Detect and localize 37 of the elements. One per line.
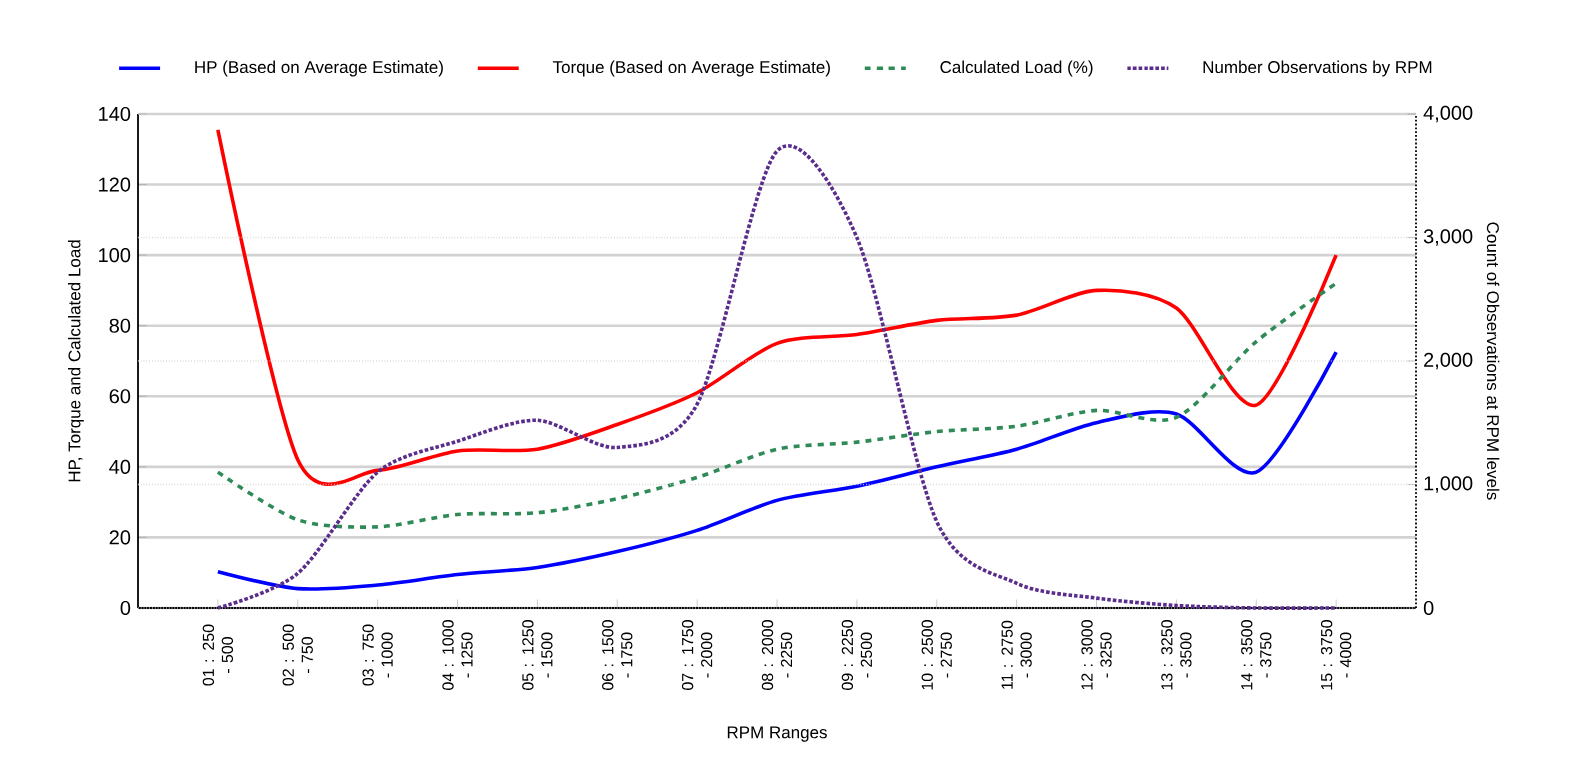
- x-tick-label: 04 : 1000 - 1250: [442, 620, 473, 691]
- x-tick-label: 02 : 500 - 750: [282, 624, 313, 686]
- x-tick-label: 11 : 2750 - 3000: [1001, 620, 1032, 689]
- x-tick-label: 12 : 3000 - 3250: [1081, 620, 1112, 690]
- y-tick-label: 40: [109, 459, 131, 474]
- y2-tick-label: 3,000: [1423, 229, 1473, 246]
- legend-label: Torque (Based on Average Estimate): [552, 60, 830, 77]
- x-tick-label: 09 : 2250 - 2500: [841, 620, 873, 691]
- x-tick-label: 06 : 1500 - 1750: [602, 620, 633, 691]
- line-series: [216, 281, 1338, 529]
- y2-tick-label: 1,000: [1424, 476, 1473, 493]
- x-axis-title: RPM Ranges: [727, 726, 827, 742]
- x-tick-label: 15 : 3750 - 4000: [1320, 620, 1352, 690]
- y-tick-label: 60: [109, 389, 131, 404]
- x-tick-label: 05 : 1250 - 1500: [522, 620, 553, 691]
- y-axis-title: HP, Torque and Calculated Load: [67, 240, 84, 482]
- x-tick-label: 13 : 3250 - 3500: [1161, 620, 1192, 690]
- y2-axis-title: Count of Observations at RPM levels: [1486, 222, 1500, 500]
- legend-label: Number Observations by RPM: [1203, 60, 1432, 77]
- y2-tick-label: 4,000: [1423, 105, 1473, 123]
- x-tick-label: 07 : 1750 - 2000: [681, 620, 713, 691]
- y2-tick-label: 2,000: [1424, 352, 1473, 370]
- legend-label: Calculated Load (%): [940, 60, 1093, 77]
- x-tick-label: 03 : 750 - 1000: [362, 624, 393, 686]
- x-tick-label: 08 : 2000 - 2250: [761, 620, 793, 691]
- y-tick-label: 140: [99, 106, 131, 122]
- x-tick-label: 10 : 2500 - 2750: [921, 620, 952, 690]
- x-tick-label: 14 : 3500 - 3750: [1241, 620, 1272, 690]
- y-tick-label: 120: [99, 177, 131, 192]
- y-tick-label: 100: [99, 248, 131, 263]
- x-tick-label: 01 : 250 - 500: [202, 624, 234, 686]
- y-tick-label: 20: [109, 530, 131, 545]
- legend-label: HP (Based on Average Estimate): [195, 60, 443, 77]
- y2-tick-label: 0: [1423, 600, 1434, 616]
- line-series: [216, 350, 1338, 591]
- y-tick-label: 0: [120, 600, 131, 616]
- y-tick-label: 80: [109, 318, 131, 333]
